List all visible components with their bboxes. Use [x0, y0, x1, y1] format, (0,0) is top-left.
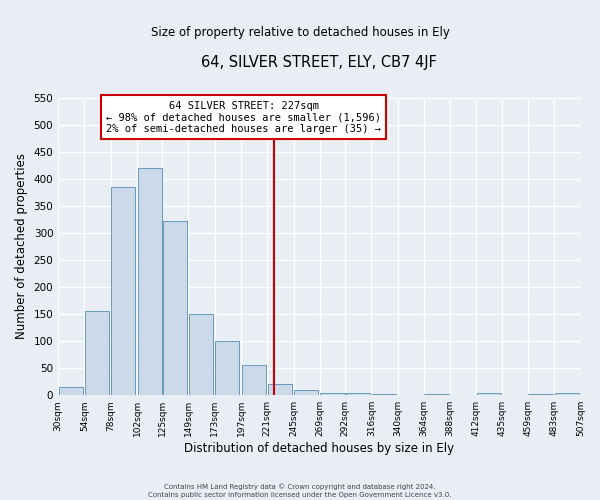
Bar	[529, 394, 553, 395]
Bar	[111, 187, 136, 395]
Bar	[477, 393, 501, 395]
Bar	[137, 168, 161, 395]
Bar	[320, 392, 344, 395]
Y-axis label: Number of detached properties: Number of detached properties	[15, 154, 28, 340]
Text: Size of property relative to detached houses in Ely: Size of property relative to detached ho…	[151, 26, 449, 39]
Bar	[85, 312, 109, 395]
Bar	[268, 384, 292, 395]
Bar	[242, 366, 266, 395]
Title: 64, SILVER STREET, ELY, CB7 4JF: 64, SILVER STREET, ELY, CB7 4JF	[202, 55, 437, 70]
Bar	[163, 221, 187, 395]
Bar	[215, 341, 239, 395]
Bar	[346, 393, 370, 395]
Bar	[372, 394, 396, 395]
Bar	[424, 394, 449, 395]
X-axis label: Distribution of detached houses by size in Ely: Distribution of detached houses by size …	[184, 442, 454, 455]
Text: 64 SILVER STREET: 227sqm
← 98% of detached houses are smaller (1,596)
2% of semi: 64 SILVER STREET: 227sqm ← 98% of detach…	[106, 100, 381, 134]
Bar	[555, 393, 579, 395]
Bar	[189, 314, 213, 395]
Text: Contains HM Land Registry data © Crown copyright and database right 2024.
Contai: Contains HM Land Registry data © Crown c…	[148, 484, 452, 498]
Bar	[294, 390, 318, 395]
Bar	[59, 387, 83, 395]
